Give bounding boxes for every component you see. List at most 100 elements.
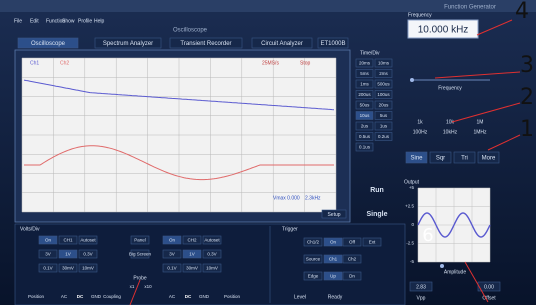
tab: Circuit Analyzer [261,41,303,47]
time-div-option: 1ms [360,82,369,87]
screenshot: FileEditFunctionShowProfileHelpOscillosc… [0,0,536,305]
volts-option: Big Screen [129,252,152,257]
trigger-text: Level [294,294,306,300]
time-div-option: 0.5us [359,134,371,139]
trigger-option: Up [330,274,336,279]
panel-header: Function Generator [444,5,496,11]
menu-item: Edit [30,18,39,24]
volts-option: 0.1V [167,266,176,271]
amplitude-unit: Vpp [417,295,426,301]
callout-number: 1 [520,117,534,142]
callout-number: 3 [520,53,534,78]
ch-control: Panel [134,238,146,243]
time-div-option: 0.2us [378,134,390,139]
ch-control: Autoset [204,238,220,243]
trigger-option: Ch1 [329,257,338,262]
volts-option: 10mV [82,266,94,271]
trigger-option: Off [349,240,356,245]
tab: ET1000B [320,41,345,47]
coupling: Position [28,294,45,299]
ch-control: On [45,238,52,243]
page: { "menu": ["File", "Edit", "Function", "… [0,0,536,305]
trigger-option: Source [306,257,321,262]
coupling: DC [77,294,84,299]
readout: Vmax 0.000 [273,195,300,201]
readout: 2.3kHz [305,195,321,201]
trigger-text: Ready [328,294,343,300]
volts-option: 30mV [186,266,198,271]
trigger-option: Ch2 [348,257,357,262]
time-div-option: 50us [360,103,371,108]
setup: Setup [327,212,340,218]
waveform: Sine [410,156,423,162]
output-scale: -2.5 [406,241,414,246]
time-div-option: 2us [361,124,369,129]
tab: Oscilloscope [31,41,66,47]
ch-control: On [169,238,176,243]
time-div-option: 10ms [378,61,390,66]
time-div-option: 20us [379,103,390,108]
volts-option: 30mV [62,266,74,271]
panel-header: Oscilloscope [173,28,208,34]
time-div-option: 5ms [360,71,369,76]
menu-item: Help [94,18,105,24]
volts-title: Volts/Div [20,226,40,232]
callout-number: 2 [520,85,534,110]
coupling: DC [185,294,192,299]
coupling: AC [61,294,68,299]
time-div-option: 0.1us [359,145,371,150]
trigger-option: Ext [369,240,376,245]
probe-option: x1 [130,284,135,289]
trigger-option: On [330,240,337,245]
range: 10k [446,119,455,125]
single: Single [366,211,387,218]
time-div-option: 10us [360,113,371,118]
channel-label: Ch2 [60,60,69,66]
frequency-value: 10.000 kHz [418,25,469,36]
volts-option: 10mV [206,266,218,271]
volts-option: 0.3V [83,252,92,257]
volts-option: 1V [65,252,71,257]
time-div-title: Time/Div [360,50,380,56]
run: Run [370,187,384,194]
sample-rate: 25MS/s [262,60,279,66]
slider-knob[interactable] [410,78,414,82]
amplitude-label: Amplitude [444,269,466,275]
waveform: Tri [461,156,468,162]
output-scale: -5 [410,259,414,264]
coupling: GND [199,294,210,299]
callout-number: 6 [422,225,433,246]
range-unit: 1MHz [473,129,487,135]
coupling: GND [91,294,102,299]
menu-item: Show [62,18,75,24]
coupling: Position [224,294,241,299]
trigger-option: Dn [349,274,355,279]
range: 1M [477,119,484,125]
tab: Spectrum Analyzer [103,41,153,47]
time-div-option: 20ms [359,61,371,66]
waveform: More [482,156,496,162]
amplitude-knob[interactable] [440,264,444,268]
waveform: Sqr [436,156,445,162]
probe-option: x10 [144,284,152,289]
ch-control: CH1 [63,238,72,243]
volts-option: 3V [169,252,175,257]
time-div-option: 200us [358,92,371,97]
range-unit: 100Hz [413,129,428,135]
frequency-title: Frequency [408,12,432,18]
range-unit: 10kHz [443,129,458,135]
time-div-option: 5us [380,113,388,118]
volts-option: 0.1V [43,266,52,271]
range: 1k [417,119,423,125]
callout-number: 4 [515,0,529,24]
status: Stop [300,60,311,66]
menu-item: Profile [78,18,92,24]
trigger-title: Trigger [282,226,298,232]
trigger-option: Edge [308,274,319,279]
time-div-option: 1us [380,124,388,129]
ch-control: CH2 [187,238,196,243]
volts-option: 3V [45,252,51,257]
volts-option: 1V [189,252,195,257]
output-scale: +2.5 [405,204,414,209]
time-div-option: 2ms [379,71,388,76]
